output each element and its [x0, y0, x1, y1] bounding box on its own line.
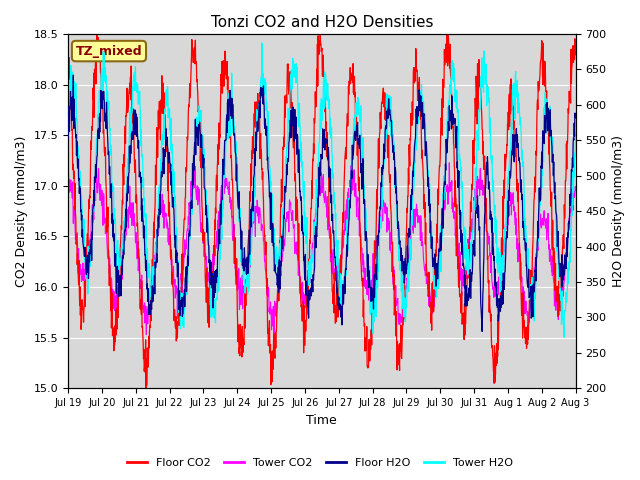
Text: TZ_mixed: TZ_mixed: [76, 45, 142, 58]
X-axis label: Time: Time: [307, 414, 337, 427]
Legend: Floor CO2, Tower CO2, Floor H2O, Tower H2O: Floor CO2, Tower CO2, Floor H2O, Tower H…: [123, 453, 517, 472]
Title: Tonzi CO2 and H2O Densities: Tonzi CO2 and H2O Densities: [211, 15, 433, 30]
Y-axis label: CO2 Density (mmol/m3): CO2 Density (mmol/m3): [15, 135, 28, 287]
Y-axis label: H2O Density (mmol/m3): H2O Density (mmol/m3): [612, 135, 625, 287]
